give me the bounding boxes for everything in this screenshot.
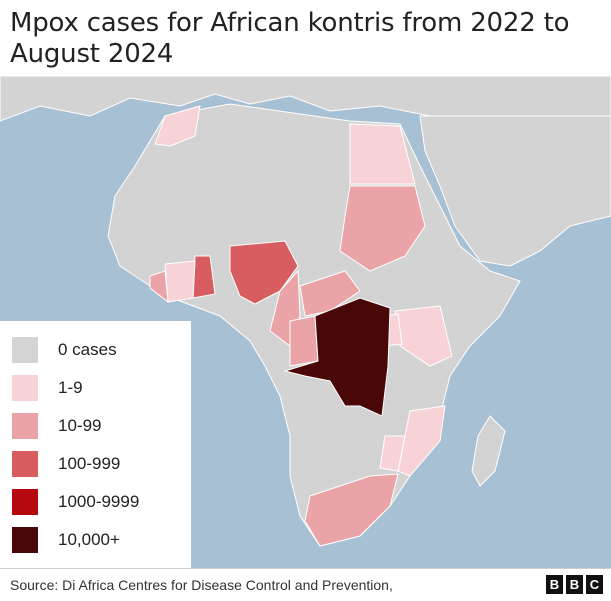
legend-swatch (12, 451, 38, 477)
legend-item-1000-9999: 1000-9999 (12, 489, 139, 515)
liberia (149, 270, 169, 304)
bbc-logo-letter: B (546, 575, 563, 594)
legend-label: 1000-9999 (58, 492, 140, 511)
legend-item-0-cases: 0 cases (12, 337, 117, 363)
bbc-logo: B B C (546, 575, 603, 594)
legend-label: 100-999 (58, 454, 121, 473)
source-text: Source: Di Africa Centres for Disease Co… (10, 577, 393, 593)
legend-swatch (12, 527, 38, 553)
map-legend: 0 cases 1-9 10-99 100-999 1000-9999 10,0… (0, 321, 191, 568)
central-african-republic (299, 270, 361, 317)
legend-label: 0 cases (58, 340, 117, 359)
morocco (154, 105, 201, 147)
bbc-logo-letter: C (586, 575, 603, 594)
sudan (339, 185, 426, 272)
zimbabwe (379, 435, 406, 472)
congo (289, 315, 319, 367)
legend-item-10-99: 10-99 (12, 413, 101, 439)
legend-swatch (12, 489, 38, 515)
legend-label: 10-99 (58, 416, 102, 435)
south-africa (304, 473, 399, 547)
legend-item-100-999: 100-999 (12, 451, 120, 477)
legend-item-1-9: 1-9 (12, 375, 83, 401)
bbc-logo-letter: B (566, 575, 583, 594)
legend-label: 1-9 (58, 378, 83, 397)
legend-swatch (12, 413, 38, 439)
egypt (349, 123, 416, 185)
legend-item-10000-plus: 10,000+ (12, 527, 120, 553)
legend-label: 10,000+ (58, 530, 120, 549)
legend-swatch (12, 375, 38, 401)
nigeria (229, 240, 299, 305)
footer: Source: Di Africa Centres for Disease Co… (0, 568, 611, 601)
madagascar (471, 415, 506, 487)
map-title: Mpox cases for African kontris from 2022… (10, 8, 570, 69)
cote-divoire (164, 260, 196, 303)
dr-congo (283, 297, 391, 417)
middle-east-land (419, 115, 611, 267)
legend-swatch (12, 337, 38, 363)
